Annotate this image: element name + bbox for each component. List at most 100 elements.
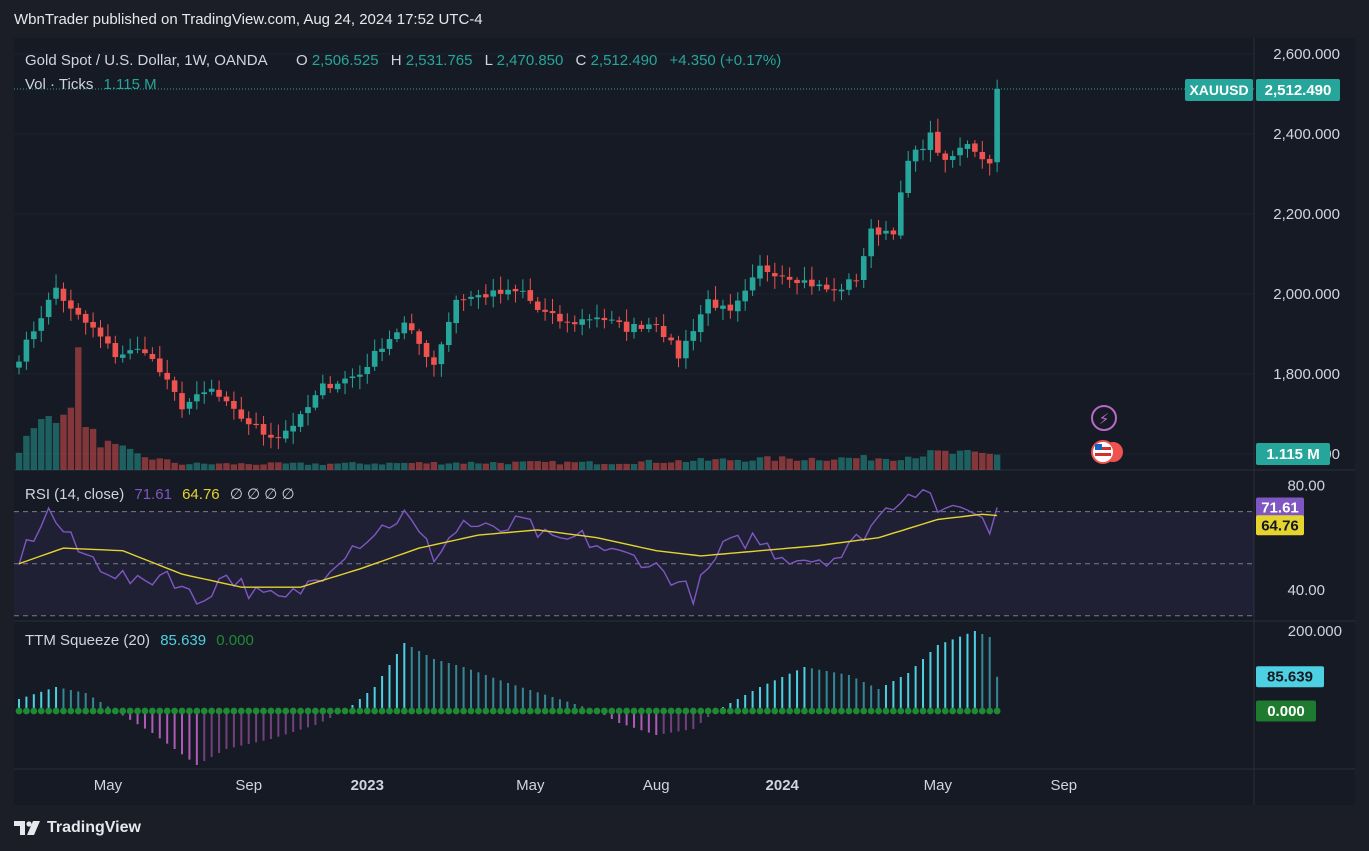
- squeeze-dot: [482, 707, 490, 715]
- candle-body: [194, 394, 200, 402]
- squeeze-dot: [771, 707, 779, 715]
- squeeze-dot: [889, 707, 897, 715]
- top-bar: WbnTrader published on TradingView.com, …: [0, 0, 1369, 38]
- ttm-bar: [951, 639, 954, 711]
- ttm-bar: [670, 711, 673, 733]
- squeeze-dot: [801, 707, 808, 715]
- tradingview-logo[interactable]: TradingView: [14, 819, 141, 837]
- volume-bar: [808, 457, 816, 470]
- ttm-bar: [269, 711, 272, 739]
- price-tick-label: 2,200.000: [1273, 206, 1340, 223]
- ttm-bar: [929, 652, 932, 711]
- volume-bar: [512, 461, 519, 470]
- candle-body: [201, 392, 208, 395]
- squeeze-dot: [726, 707, 734, 715]
- candle-body: [208, 388, 215, 392]
- candle-body: [253, 423, 259, 426]
- candle-body: [675, 340, 682, 359]
- volume-bar: [245, 464, 252, 470]
- squeeze-dot: [97, 707, 104, 715]
- squeeze-dot: [934, 707, 942, 715]
- squeeze-dot: [341, 707, 349, 715]
- chart-canvas[interactable]: 1,600.0001,800.0002,000.0002,200.0002,40…: [14, 38, 1355, 805]
- squeeze-dot: [208, 707, 216, 715]
- squeeze-dot: [712, 707, 719, 715]
- lightning-event-icon[interactable]: [1091, 405, 1117, 431]
- squeeze-dot: [445, 707, 453, 715]
- volume-bar: [860, 455, 867, 470]
- squeeze-dot: [304, 707, 312, 715]
- squeeze-dot: [534, 707, 542, 715]
- low-value: 2,470.850: [497, 52, 564, 69]
- squeeze-dot: [148, 707, 156, 715]
- volume-bar: [289, 462, 297, 470]
- ttm-bar: [892, 681, 895, 711]
- ttm-value: 85.639: [160, 632, 206, 649]
- candle-body: [394, 332, 400, 340]
- volume-bar: [964, 449, 971, 470]
- volume-bar: [793, 460, 801, 470]
- ttm-bar: [143, 711, 146, 729]
- candle-body: [349, 376, 356, 379]
- candle-body: [38, 318, 45, 331]
- candle-body: [186, 401, 193, 409]
- rsi-ma-line: [18, 513, 998, 588]
- squeeze-dot: [30, 707, 38, 715]
- volume-bar: [853, 458, 860, 470]
- squeeze-dot: [623, 707, 631, 715]
- ttm-bar: [558, 699, 561, 711]
- ttm-bar: [566, 701, 569, 711]
- squeeze-dot: [734, 707, 742, 715]
- ttm-bar: [47, 689, 50, 711]
- ttm-bar: [321, 711, 324, 722]
- candle-body: [416, 331, 422, 344]
- candle-body: [964, 144, 971, 149]
- candle-body: [586, 319, 593, 321]
- price-pane-bg: [14, 38, 1355, 470]
- candle-body: [483, 294, 489, 298]
- volume-bar: [252, 464, 260, 470]
- candle-body: [772, 273, 778, 277]
- ttm-bar: [551, 697, 554, 711]
- volume-bar: [882, 458, 890, 470]
- volume-bar: [638, 461, 645, 470]
- candle-body: [697, 314, 704, 333]
- squeeze-dot: [904, 707, 912, 715]
- candle-body: [334, 383, 341, 390]
- volume-bar: [616, 463, 623, 470]
- candle-body: [712, 299, 719, 308]
- volume-bar: [75, 347, 82, 470]
- squeeze-dot: [193, 707, 201, 715]
- us-flag-stripes: [1095, 447, 1111, 450]
- squeeze-dot: [15, 707, 23, 715]
- volume-bar: [534, 461, 541, 470]
- rsi-placeholders: ∅ ∅ ∅ ∅: [230, 486, 295, 503]
- volume-bar: [467, 461, 475, 470]
- ttm-bar: [492, 677, 495, 711]
- ttm-bar: [973, 631, 976, 711]
- candle-body: [260, 424, 267, 435]
- squeeze-dot: [823, 707, 831, 715]
- candle-body: [164, 372, 170, 380]
- candle-body: [364, 366, 371, 375]
- squeeze-dot: [541, 707, 549, 715]
- candle-body: [268, 434, 274, 438]
- close-label: C: [576, 52, 587, 69]
- ttm-bar: [173, 711, 176, 749]
- candle-body: [875, 227, 882, 235]
- ttm-bar: [477, 672, 480, 711]
- squeeze-dot: [415, 707, 423, 715]
- candle-body: [216, 389, 222, 397]
- chart-frame[interactable]: 1,600.0001,800.0002,000.0002,200.0002,40…: [14, 38, 1355, 805]
- ttm-bar: [425, 655, 428, 711]
- ttm-bar: [633, 711, 636, 728]
- squeeze-dot: [600, 707, 608, 715]
- squeeze-dot: [378, 707, 386, 715]
- low-label: L: [485, 52, 493, 69]
- event-markers[interactable]: ⚡: [1091, 405, 1125, 464]
- squeeze-dot: [749, 707, 756, 715]
- candle-body: [520, 290, 526, 292]
- squeeze-dot: [941, 707, 949, 715]
- candle-body: [468, 296, 474, 299]
- squeeze-dot: [245, 707, 253, 715]
